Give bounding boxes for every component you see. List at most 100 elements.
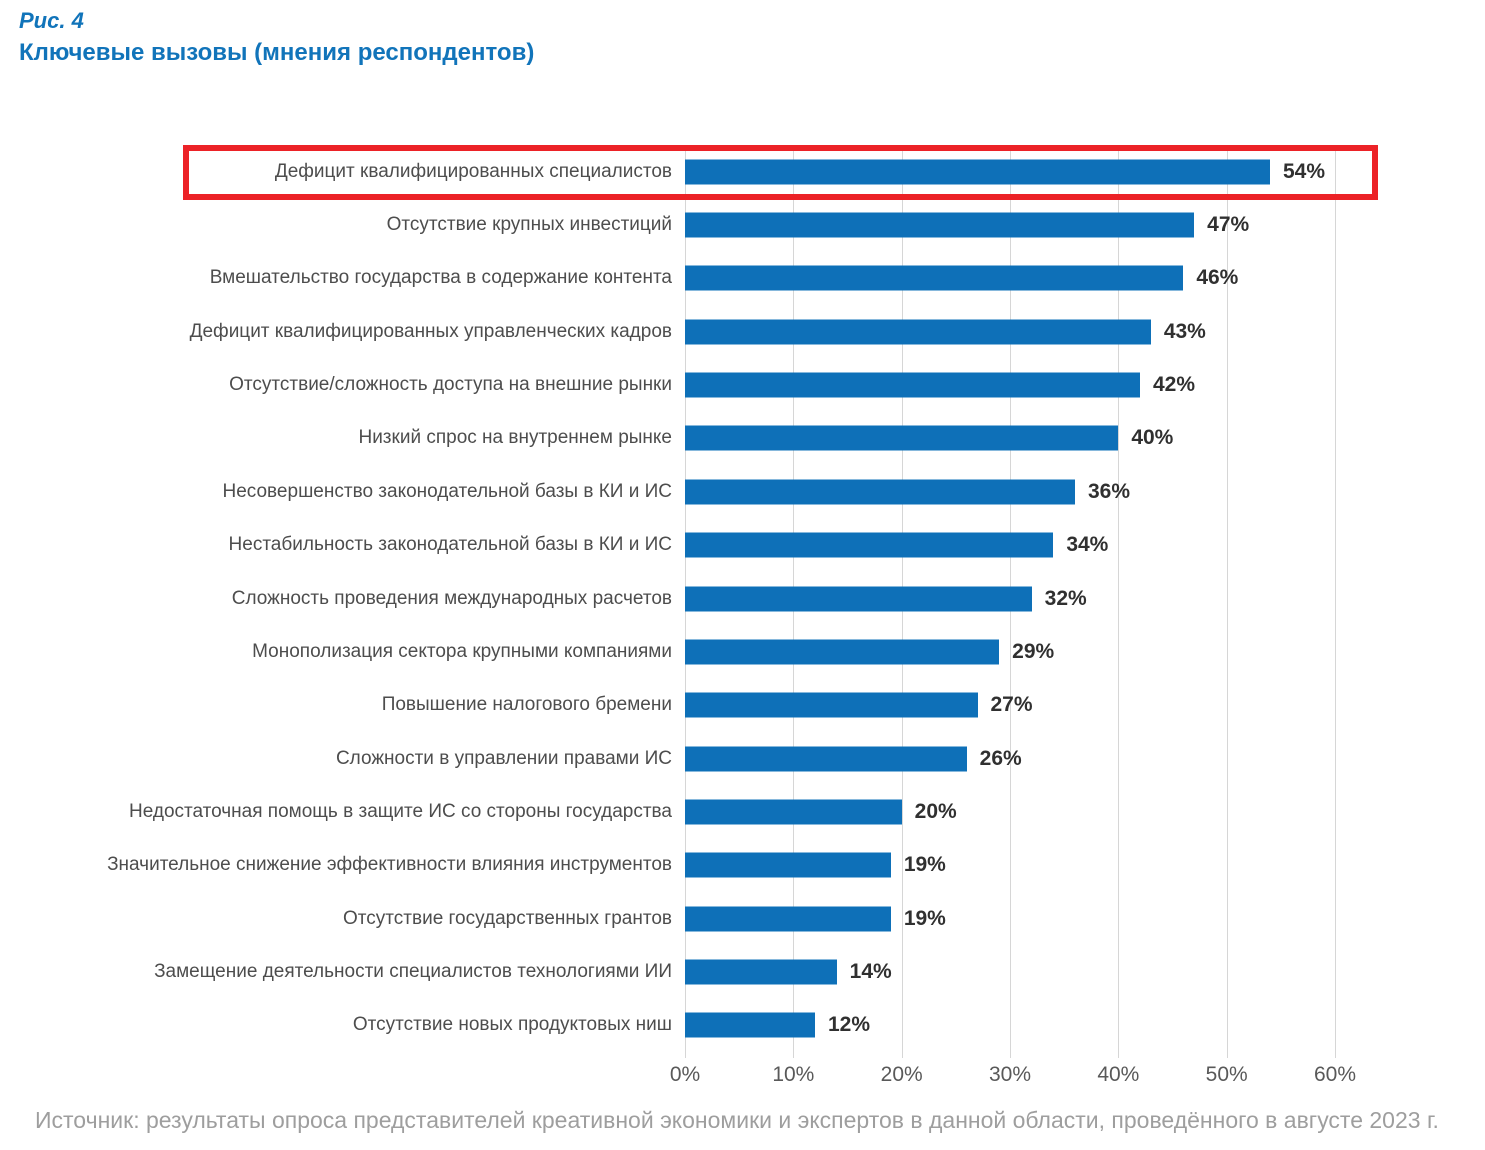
bar	[685, 586, 1032, 612]
row-plot: 42%	[685, 358, 1335, 411]
chart-row: Значительное снижение эффективности влия…	[30, 839, 1335, 892]
chart-row: Сложности в управлении правами ИС 26%	[30, 732, 1335, 785]
category-label: Отсутствие крупных инвестиций	[386, 214, 672, 236]
x-axis-tick-label: 20%	[880, 1063, 923, 1086]
value-label: 54%	[1283, 159, 1326, 183]
row-plot: 36%	[685, 465, 1335, 518]
chart-row: Низкий спрос на внутреннем рынке 40%	[30, 412, 1335, 465]
category-label: Несовершенство законодательной базы в КИ…	[222, 480, 672, 502]
category-label: Недостаточная помощь в защите ИС со стор…	[128, 800, 672, 822]
category-label: Сложность проведения международных расче…	[231, 587, 672, 609]
chart-row: Отсутствие новых продуктовых ниш 12%	[30, 999, 1335, 1052]
bar	[685, 479, 1075, 505]
source-note: Источник: результаты опроса представител…	[35, 1107, 1439, 1133]
value-label: 34%	[1066, 533, 1109, 557]
bar	[685, 799, 902, 825]
row-plot: 46%	[685, 252, 1335, 305]
category-label: Отсутствие новых продуктовых ниш	[352, 1014, 672, 1036]
value-label: 40%	[1131, 426, 1174, 450]
category-label: Нестабильность законодательной базы в КИ…	[228, 534, 672, 556]
category-label: Дефицит квалифицированных управленческих…	[189, 320, 672, 342]
bar	[685, 959, 837, 985]
chart-row: Дефицит квалифицированных специалистов 54…	[30, 145, 1335, 198]
value-label: 29%	[1012, 639, 1055, 663]
value-label: 42%	[1153, 373, 1196, 397]
value-label: 46%	[1196, 266, 1239, 290]
x-axis-tick-label: 50%	[1205, 1063, 1248, 1086]
chart-row: Несовершенство законодательной базы в КИ…	[30, 465, 1335, 518]
chart-row: Повышение налогового бремени 27%	[30, 679, 1335, 732]
gridline	[1226, 145, 1228, 1058]
bar	[685, 372, 1140, 398]
bar	[685, 746, 967, 772]
row-plot: 27%	[685, 679, 1335, 732]
row-plot: 14%	[685, 945, 1335, 998]
gridline	[1335, 145, 1336, 1058]
bar	[685, 159, 1270, 185]
bar	[685, 692, 978, 718]
figure-header: Рис. 4 Ключевые вызовы (мнения респонден…	[19, 8, 534, 68]
row-plot: 19%	[685, 892, 1335, 945]
category-label: Замещение деятельности специалистов техн…	[154, 961, 672, 983]
row-plot: 20%	[685, 785, 1335, 838]
value-label: 43%	[1163, 319, 1206, 343]
category-label: Сложности в управлении правами ИС	[335, 747, 672, 769]
value-label: 19%	[903, 853, 946, 877]
bar	[685, 532, 1054, 558]
chart-row: Дефицит квалифицированных управленческих…	[30, 305, 1335, 358]
bar	[685, 265, 1184, 291]
category-label: Отсутствие государственных грантов	[343, 907, 672, 929]
row-plot: 47%	[685, 198, 1335, 251]
value-label: 12%	[828, 1013, 871, 1037]
bar-chart: Дефицит квалифицированных специалистов 54…	[30, 145, 1378, 1086]
value-label: 19%	[903, 906, 946, 930]
row-plot: 43%	[685, 305, 1335, 358]
chart-row: Нестабильность законодательной базы в КИ…	[30, 519, 1335, 572]
category-label: Вмешательство государства в содержание к…	[209, 267, 672, 289]
chart-row: Отсутствие/сложность доступа на внешние …	[30, 358, 1335, 411]
value-label: 20%	[914, 799, 957, 823]
category-label: Низкий спрос на внутреннем рынке	[358, 427, 672, 449]
bar	[685, 852, 891, 878]
chart-row: Вмешательство государства в содержание к…	[30, 252, 1335, 305]
chart-row: Отсутствие государственных грантов 19%	[30, 892, 1335, 945]
x-axis-tick-label: 60%	[1313, 1063, 1357, 1086]
row-plot: 19%	[685, 839, 1335, 892]
x-axis-tick-label: 0%	[669, 1063, 701, 1086]
chart-row: Недостаточная помощь в защите ИС со стор…	[30, 785, 1335, 838]
figure-title: Ключевые вызовы (мнения респондентов)	[19, 39, 535, 67]
chart-row: Сложность проведения международных расче…	[30, 572, 1335, 625]
chart-row: Отсутствие крупных инвестиций 47%	[30, 198, 1335, 251]
chart-rows: Дефицит квалифицированных специалистов 54…	[30, 145, 1335, 1052]
x-axis-tick-label: 10%	[772, 1063, 815, 1086]
bar	[685, 319, 1151, 345]
bar	[685, 1012, 815, 1038]
bar	[685, 639, 1000, 665]
bar	[685, 425, 1119, 451]
row-plot: 40%	[685, 412, 1335, 465]
figure-number: Рис. 4	[19, 8, 84, 33]
x-axis-tick-label: 40%	[1097, 1063, 1140, 1086]
row-plot: 32%	[685, 572, 1335, 625]
value-label: 36%	[1088, 479, 1131, 503]
category-label: Монополизация сектора крупными компаниям…	[252, 640, 672, 662]
x-axis-tick-label: 30%	[988, 1063, 1032, 1086]
gridline	[1118, 145, 1120, 1058]
x-axis: 0% 10% 20% 30% 40% 50% 60%	[670, 1063, 1356, 1095]
category-label: Дефицит квалифицированных специалистов	[274, 160, 672, 182]
bar	[685, 906, 891, 932]
category-label: Отсутствие/сложность доступа на внешние …	[229, 374, 672, 396]
chart-row: Монополизация сектора крупными компаниям…	[30, 625, 1335, 678]
category-label: Повышение налогового бремени	[381, 694, 672, 716]
value-label: 26%	[979, 746, 1022, 770]
bar	[685, 212, 1195, 238]
row-plot: 54%	[685, 145, 1335, 198]
row-plot: 29%	[685, 625, 1335, 678]
row-plot: 34%	[685, 519, 1335, 572]
value-label: 32%	[1044, 586, 1087, 610]
row-plot: 26%	[685, 732, 1335, 785]
chart-row: Замещение деятельности специалистов техн…	[30, 945, 1335, 998]
value-label: 27%	[990, 693, 1033, 717]
value-label: 47%	[1207, 213, 1250, 237]
